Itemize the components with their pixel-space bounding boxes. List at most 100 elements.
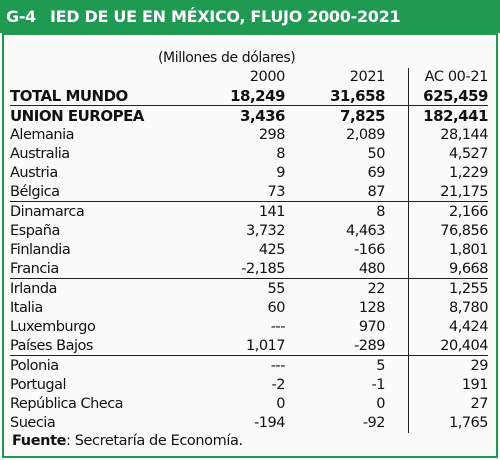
row-value-2021: 128 [358, 300, 386, 316]
row-value-2021: 4,463 [345, 223, 386, 239]
row-value-2000: 55 [267, 281, 286, 297]
table-row: Suecia -194 -92 1,765 [10, 414, 489, 433]
row-name: Bélgica [10, 184, 60, 200]
row-value-2000: --- [270, 319, 286, 335]
row-value-2000: -2,185 [241, 261, 285, 277]
row-value-2021: 8 [376, 204, 385, 220]
row-value-2021: -289 [354, 338, 385, 354]
table-row: Francia -2,185 480 9,668 [10, 260, 489, 279]
row-value-2000: 298 [258, 127, 286, 143]
total-row: TOTAL MUNDO 18,249 31,658 625,459 [10, 87, 488, 106]
row-name: República Checa [10, 396, 124, 412]
table-row: Irlanda 55 22 1,255 [10, 280, 489, 299]
row-name: Dinamarca [10, 204, 85, 220]
row-value-2021: 69 [367, 165, 386, 181]
row-value-ac: 27 [470, 396, 489, 412]
table-header-bar: G-4 IED DE UE EN MÉXICO, FLUJO 2000-2021 [0, 0, 500, 33]
row-value-2000: 60 [267, 300, 286, 316]
row-value-ac: 2,166 [448, 204, 489, 220]
units-label: (Millones de dólares) [158, 50, 296, 66]
row-name: Portugal [10, 377, 67, 393]
row-value-2000: 425 [258, 242, 286, 258]
row-value-ac: 1,255 [448, 281, 489, 297]
row-value-ac: 1,765 [448, 415, 489, 431]
row-value-2000: 9 [276, 165, 285, 181]
row-value-2021: 7,825 [340, 107, 385, 125]
row-value-2021: 5 [376, 358, 385, 374]
row-value-2021: 2,089 [345, 127, 386, 143]
table-row: Polonia --- 5 29 [10, 357, 489, 376]
column-divider [408, 68, 409, 433]
row-name: España [10, 223, 60, 239]
row-value-ac: 21,175 [440, 184, 488, 200]
row-name: Italia [10, 300, 43, 316]
row-value-2000: 3,732 [245, 223, 286, 239]
graphic-code: G-4 [6, 7, 37, 26]
row-value-ac: 29 [470, 358, 489, 374]
row-name: Luxemburgo [10, 319, 96, 335]
row-value-2021: -92 [362, 415, 386, 431]
row-value-2000: 3,436 [240, 107, 285, 125]
row-value-ac: 1,801 [448, 242, 489, 258]
row-value-ac: 191 [461, 377, 489, 393]
row-name: Finlandia [10, 242, 71, 258]
row-value-2000: 1,017 [245, 338, 286, 354]
row-value-ac: 182,441 [423, 107, 488, 125]
row-value-2000: -2 [271, 377, 286, 393]
table-row: Finlandia 425 -166 1,801 [10, 241, 489, 260]
table-row: Australia 8 50 4,527 [10, 145, 489, 164]
table-frame [2, 33, 498, 458]
row-value-2021: 31,658 [330, 87, 385, 105]
table-row: Luxemburgo --- 970 4,424 [10, 318, 489, 337]
row-name: Francia [10, 261, 59, 277]
row-name: Alemania [10, 127, 74, 143]
table-row: Italia 60 128 8,780 [10, 299, 489, 318]
row-value-2000: 18,249 [230, 87, 285, 105]
row-value-ac: 4,527 [448, 146, 489, 162]
row-name: Polonia [10, 358, 59, 374]
row-value-ac: 625,459 [423, 87, 488, 105]
row-value-2021: 22 [367, 281, 386, 297]
row-value-2021: 970 [358, 319, 386, 335]
union-row: UNION EUROPEA 3,436 7,825 182,441 [10, 107, 488, 126]
row-value-ac: 1,229 [448, 165, 489, 181]
row-value-ac: 9,668 [448, 261, 489, 277]
row-value-ac: 28,144 [440, 127, 488, 143]
row-value-ac: 8,780 [448, 300, 489, 316]
source-label: Fuente [12, 433, 67, 449]
row-name: TOTAL MUNDO [10, 87, 128, 105]
row-value-2000: -194 [254, 415, 285, 431]
row-value-2000: 141 [258, 204, 286, 220]
table-row: Austria 9 69 1,229 [10, 164, 489, 183]
row-value-2021: -166 [354, 242, 385, 258]
table-row: Bélgica 73 87 21,175 [10, 183, 488, 202]
row-value-ac: 76,856 [440, 223, 488, 239]
column-header-row: 2000 2021 AC 00-21 [10, 68, 489, 87]
row-name: Irlanda [10, 281, 57, 297]
row-value-2000: 0 [276, 396, 285, 412]
row-name: UNION EUROPEA [10, 107, 144, 125]
column-header-2021: 2021 [349, 69, 386, 85]
row-value-2021: 87 [367, 184, 386, 200]
row-value-2000: --- [270, 358, 286, 374]
row-value-2000: 8 [276, 146, 285, 162]
row-value-ac: 20,404 [440, 338, 488, 354]
column-header-ac: AC 00-21 [424, 69, 489, 85]
row-value-ac: 4,424 [448, 319, 489, 335]
row-value-2021: 0 [376, 396, 385, 412]
table-row: Países Bajos 1,017 -289 20,404 [10, 337, 488, 356]
column-header-2000: 2000 [249, 69, 286, 85]
table-row: Alemania 298 2,089 28,144 [10, 126, 488, 145]
row-name: Suecia [10, 415, 56, 431]
table-row: Dinamarca 141 8 2,166 [10, 203, 489, 222]
table-row: España 3,732 4,463 76,856 [10, 222, 488, 241]
row-value-2021: 480 [358, 261, 386, 277]
table-row: Portugal -2 -1 191 [10, 376, 489, 395]
source-note: Fuente: Secretaría de Economía. [12, 433, 243, 449]
row-value-2021: -1 [371, 377, 386, 393]
row-value-2021: 50 [367, 146, 386, 162]
source-text: : Secretaría de Economía. [66, 433, 243, 449]
row-name: Austria [10, 165, 58, 181]
row-name: Australia [10, 146, 70, 162]
row-value-2000: 73 [267, 184, 286, 200]
